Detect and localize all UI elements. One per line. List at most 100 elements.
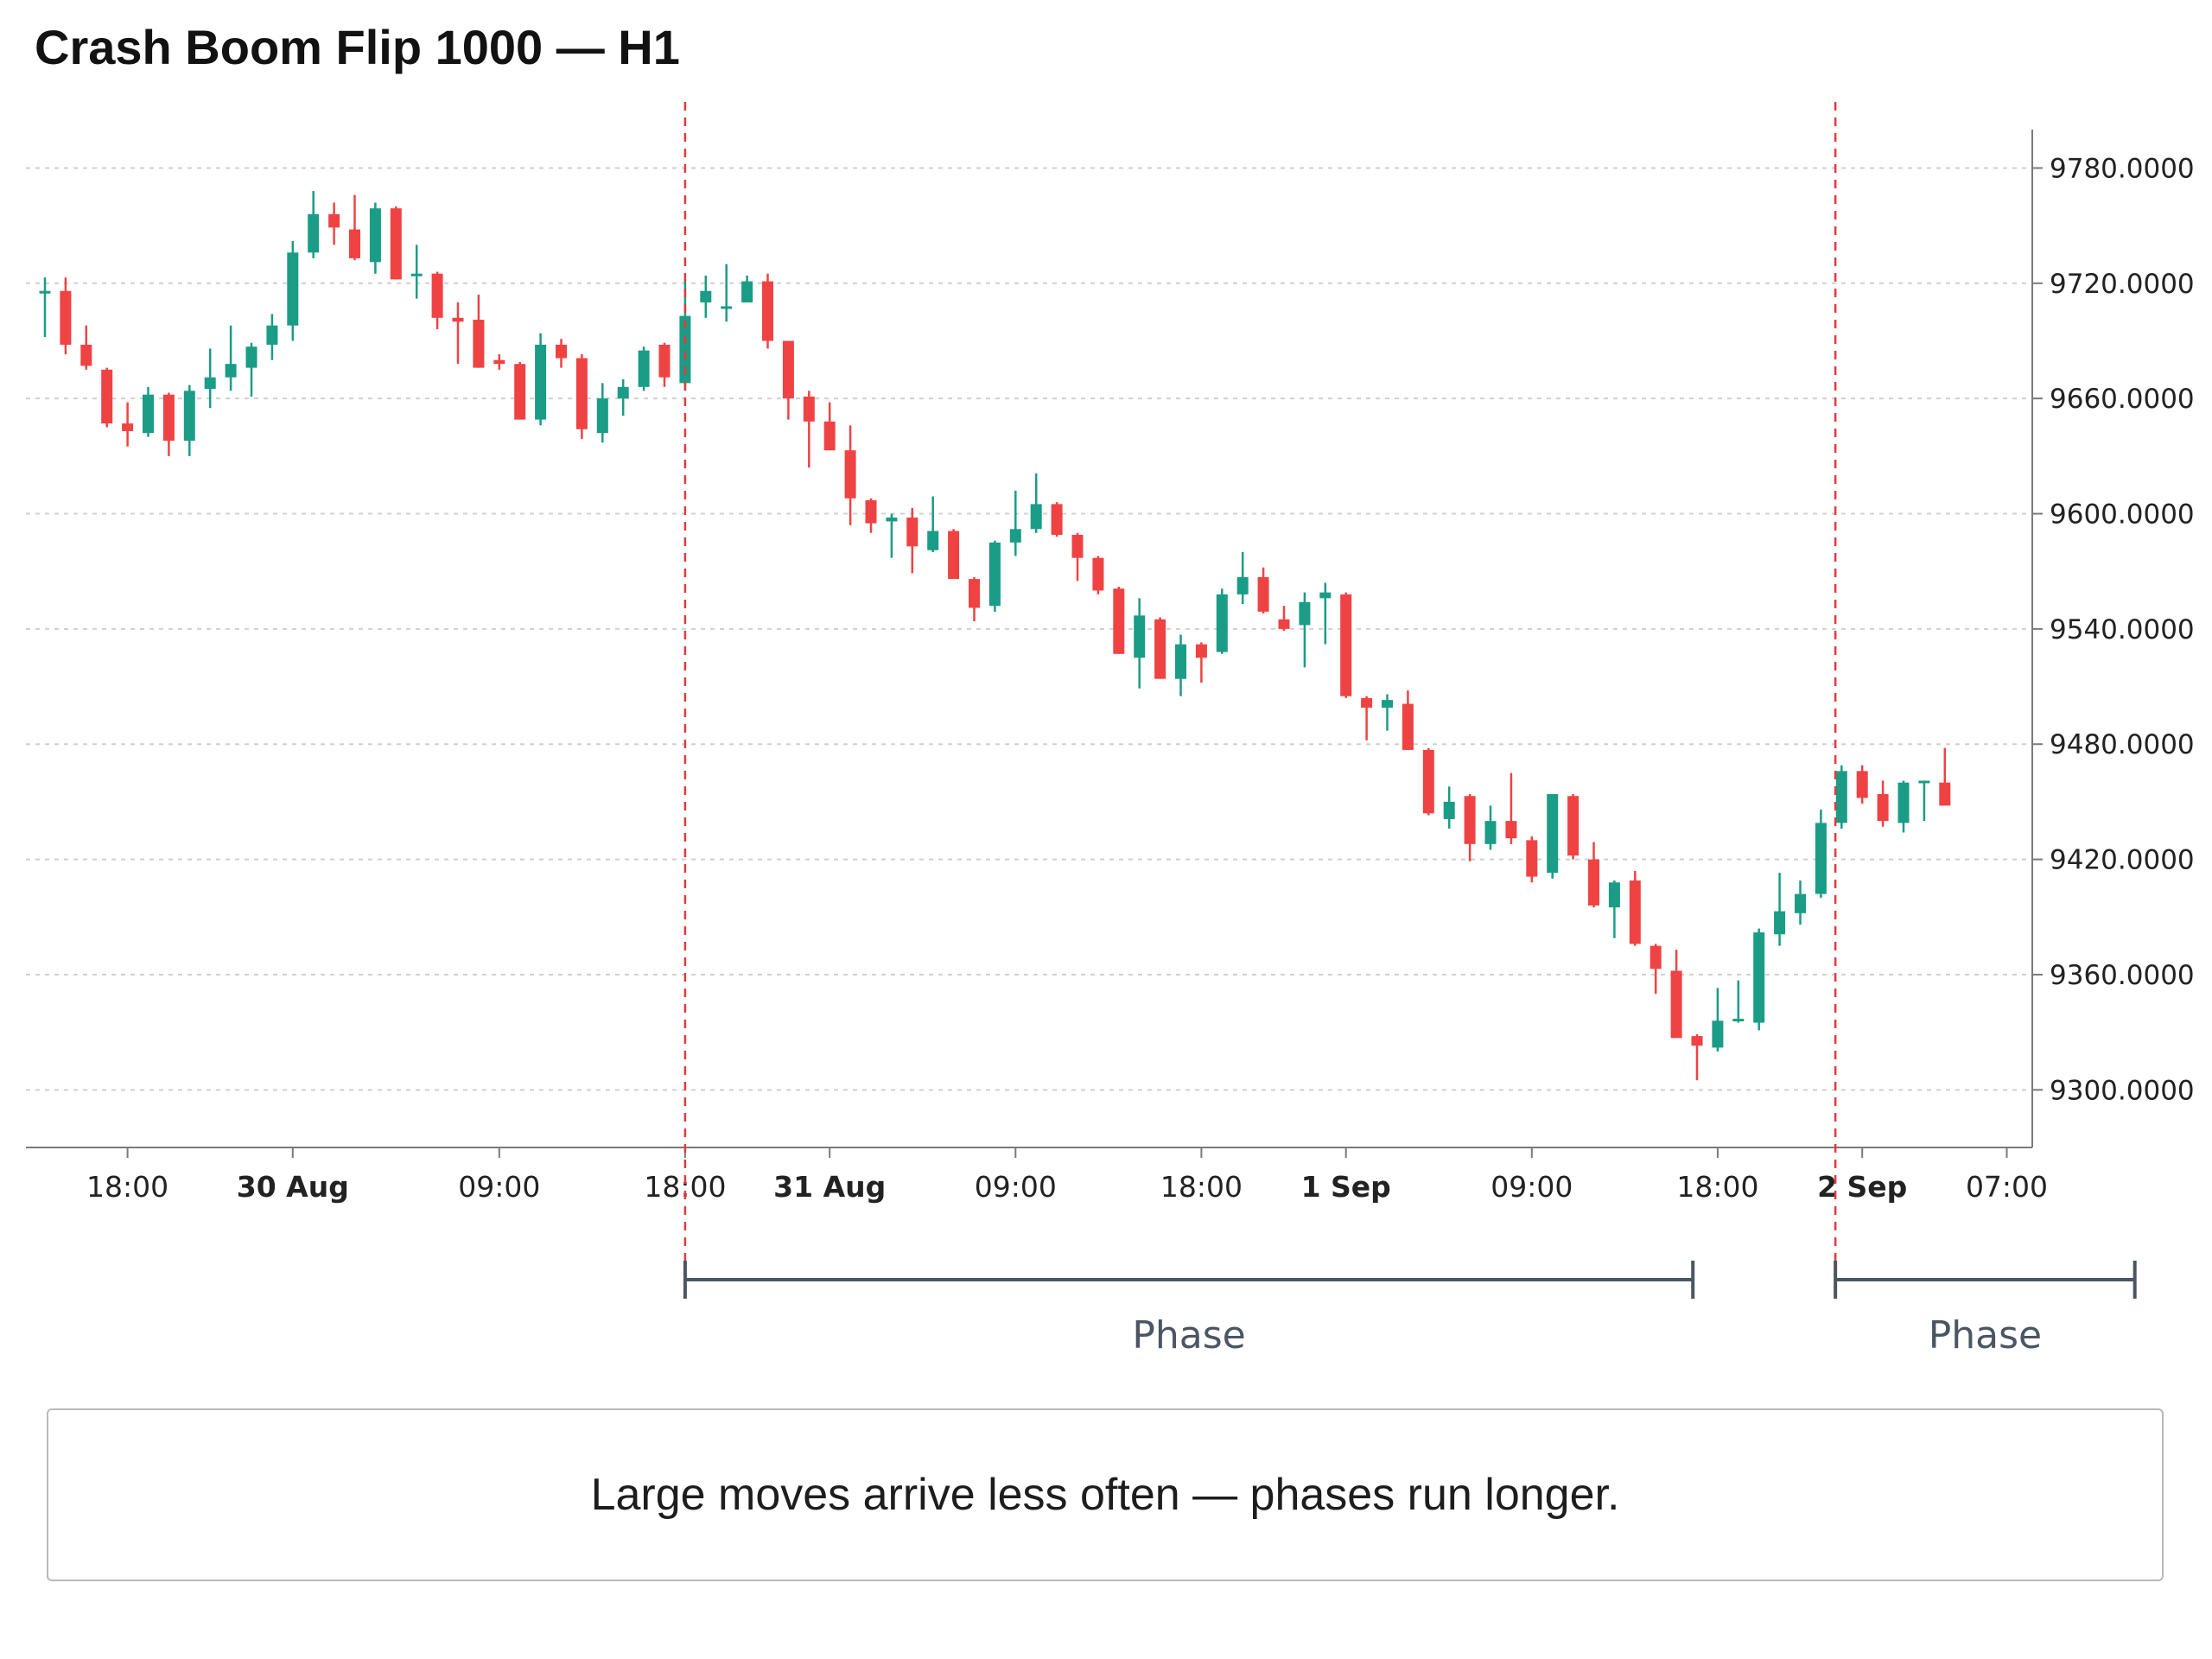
candle (1299, 592, 1311, 668)
candle (1897, 780, 1910, 833)
phase-label: Phase (1929, 1313, 2042, 1357)
candle (721, 264, 733, 322)
candle-body (1835, 771, 1847, 823)
candle-body (1030, 504, 1042, 530)
candle-body (1795, 893, 1806, 913)
candle-body (1278, 619, 1290, 629)
candle-body (245, 346, 257, 368)
candle-body (803, 396, 815, 422)
candle (1670, 950, 1682, 1039)
x-tick-label: 09:00 (458, 1170, 540, 1204)
x-tick-label: 18:00 (86, 1170, 168, 1204)
candle (349, 194, 360, 261)
candle (1257, 567, 1269, 614)
candle-body (1649, 945, 1662, 969)
candle-body (596, 398, 608, 434)
candle (1918, 780, 1930, 822)
candle-body (266, 325, 278, 345)
candle-body (865, 499, 877, 524)
candle (1340, 592, 1352, 698)
candle-body (1856, 771, 1868, 798)
candle-body (1588, 859, 1599, 906)
candle-body (369, 208, 381, 263)
candle (1608, 880, 1620, 938)
candle-body (1071, 534, 1084, 558)
x-tick-label: 18:00 (1676, 1170, 1758, 1204)
candle (948, 529, 960, 580)
y-tick-label: 9540.0000 (2050, 614, 2195, 645)
candle (782, 340, 794, 420)
candle-body (948, 531, 960, 580)
candle-body (225, 364, 237, 378)
candle (473, 295, 485, 368)
candle-body (122, 423, 134, 431)
candle (39, 277, 51, 338)
y-tick-label: 9600.0000 (2050, 499, 2195, 531)
candle (1278, 606, 1290, 632)
candle (101, 367, 113, 428)
candle (1402, 690, 1414, 750)
x-tick-label: 09:00 (1491, 1170, 1573, 1204)
candle-body (1154, 619, 1166, 679)
candle (431, 271, 443, 330)
x-tick-label: 07:00 (1966, 1170, 2048, 1204)
candle (1547, 794, 1559, 879)
candle-body (328, 213, 340, 228)
candle-body (514, 364, 526, 420)
candle (865, 498, 877, 533)
candle-body (1009, 529, 1021, 543)
candle (1009, 490, 1021, 556)
note-text: Large moves arrive less often — phases r… (590, 1470, 1620, 1520)
candle-body (638, 350, 650, 387)
candle-body (204, 377, 216, 390)
candle-body (1257, 576, 1269, 612)
candle-body (906, 517, 918, 547)
candle (906, 507, 918, 574)
candle (823, 402, 836, 451)
candle-body (823, 421, 836, 451)
candle-body (162, 394, 175, 442)
candle-body (452, 317, 464, 322)
candle-body (1484, 821, 1497, 844)
candle (1629, 870, 1641, 946)
candle (410, 245, 423, 299)
note-box: Large moves arrive less often — phases r… (47, 1408, 2164, 1581)
candle-body (1918, 780, 1930, 784)
candle-body (1877, 794, 1889, 822)
chart-title: Crash Boom Flip 1000 — H1 (35, 20, 680, 74)
candle (844, 425, 856, 525)
candle (1443, 786, 1455, 830)
candle-body (1134, 615, 1146, 658)
phase-bracket: Phase (683, 1261, 1695, 1357)
candle (80, 325, 92, 370)
candle (638, 346, 650, 391)
y-tick-label: 9780.0000 (2050, 153, 2195, 184)
candle (575, 354, 588, 439)
phase-label: Phase (1132, 1313, 1245, 1357)
candle-body (1629, 880, 1641, 944)
candle-body (1361, 697, 1373, 709)
candle (1361, 696, 1373, 741)
candle (390, 206, 402, 280)
candle-body (80, 344, 92, 366)
candle-body (1670, 970, 1682, 1039)
candle-body (308, 213, 320, 253)
phase-bracket: Phase (1834, 1261, 2137, 1357)
candle-body (721, 306, 733, 309)
y-tick-label: 9420.0000 (2050, 845, 2195, 876)
candle-body (988, 542, 1001, 607)
candle (1382, 694, 1393, 731)
candle (1113, 586, 1125, 654)
y-tick-label: 9660.0000 (2050, 384, 2195, 415)
candle (143, 386, 154, 437)
y-tick-label: 9720.0000 (2050, 269, 2195, 300)
candle (183, 385, 195, 456)
candle-body (1712, 1020, 1724, 1048)
candle (1835, 765, 1847, 830)
candle-body (1195, 644, 1207, 658)
candle (1030, 473, 1042, 533)
candle (328, 202, 340, 245)
candle (60, 277, 72, 355)
candle (886, 513, 898, 558)
candle-body (700, 290, 712, 303)
